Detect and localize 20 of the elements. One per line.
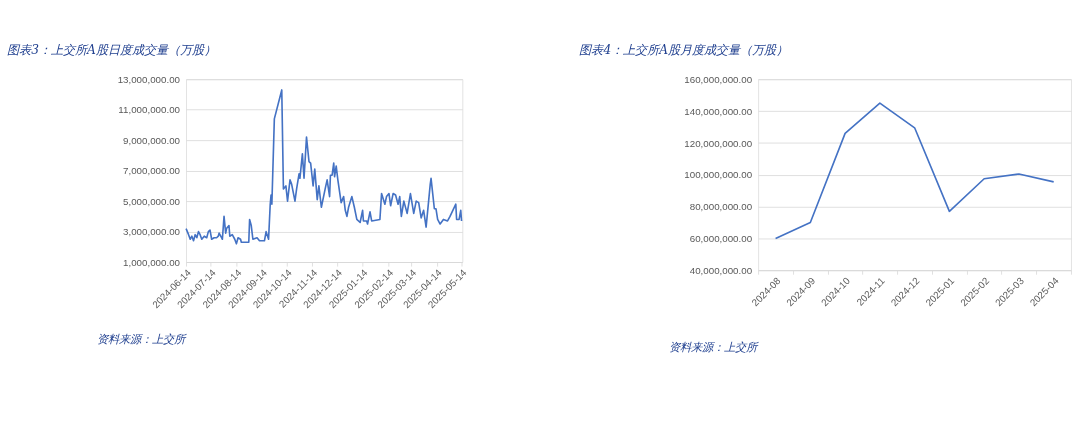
chart-title: 图表4：上交所A股月度成交量（万股） bbox=[579, 43, 788, 58]
y-tick-label: 100,000,000.00 bbox=[684, 169, 753, 181]
y-tick-label: 3,000,000.00 bbox=[123, 226, 181, 238]
text: 资料来源：上交所 bbox=[96, 331, 187, 346]
chart-title: 图表3：上交所A股日度成交量（万股） bbox=[7, 43, 216, 58]
y-tick-label: 1,000,000.00 bbox=[123, 256, 181, 268]
y-tick-label: 13,000,000.00 bbox=[117, 73, 181, 85]
y-tick-label: 40,000,000.00 bbox=[689, 264, 753, 276]
line-series bbox=[185, 89, 463, 245]
text: 资料来源：上交所 bbox=[668, 339, 759, 354]
y-tick-label: 9,000,000.00 bbox=[123, 134, 181, 146]
y-tick-label: 120,000,000.00 bbox=[684, 137, 753, 149]
y-tick-label: 80,000,000.00 bbox=[689, 201, 753, 213]
y-tick-label: 7,000,000.00 bbox=[123, 165, 181, 177]
y-tick-label: 11,000,000.00 bbox=[118, 104, 181, 116]
y-tick-label: 5,000,000.00 bbox=[123, 195, 181, 207]
y-tick-label: 140,000,000.00 bbox=[684, 105, 753, 117]
line-series bbox=[774, 102, 1055, 240]
y-tick-label: 60,000,000.00 bbox=[689, 233, 753, 245]
y-tick-label: 160,000,000.00 bbox=[684, 73, 753, 85]
